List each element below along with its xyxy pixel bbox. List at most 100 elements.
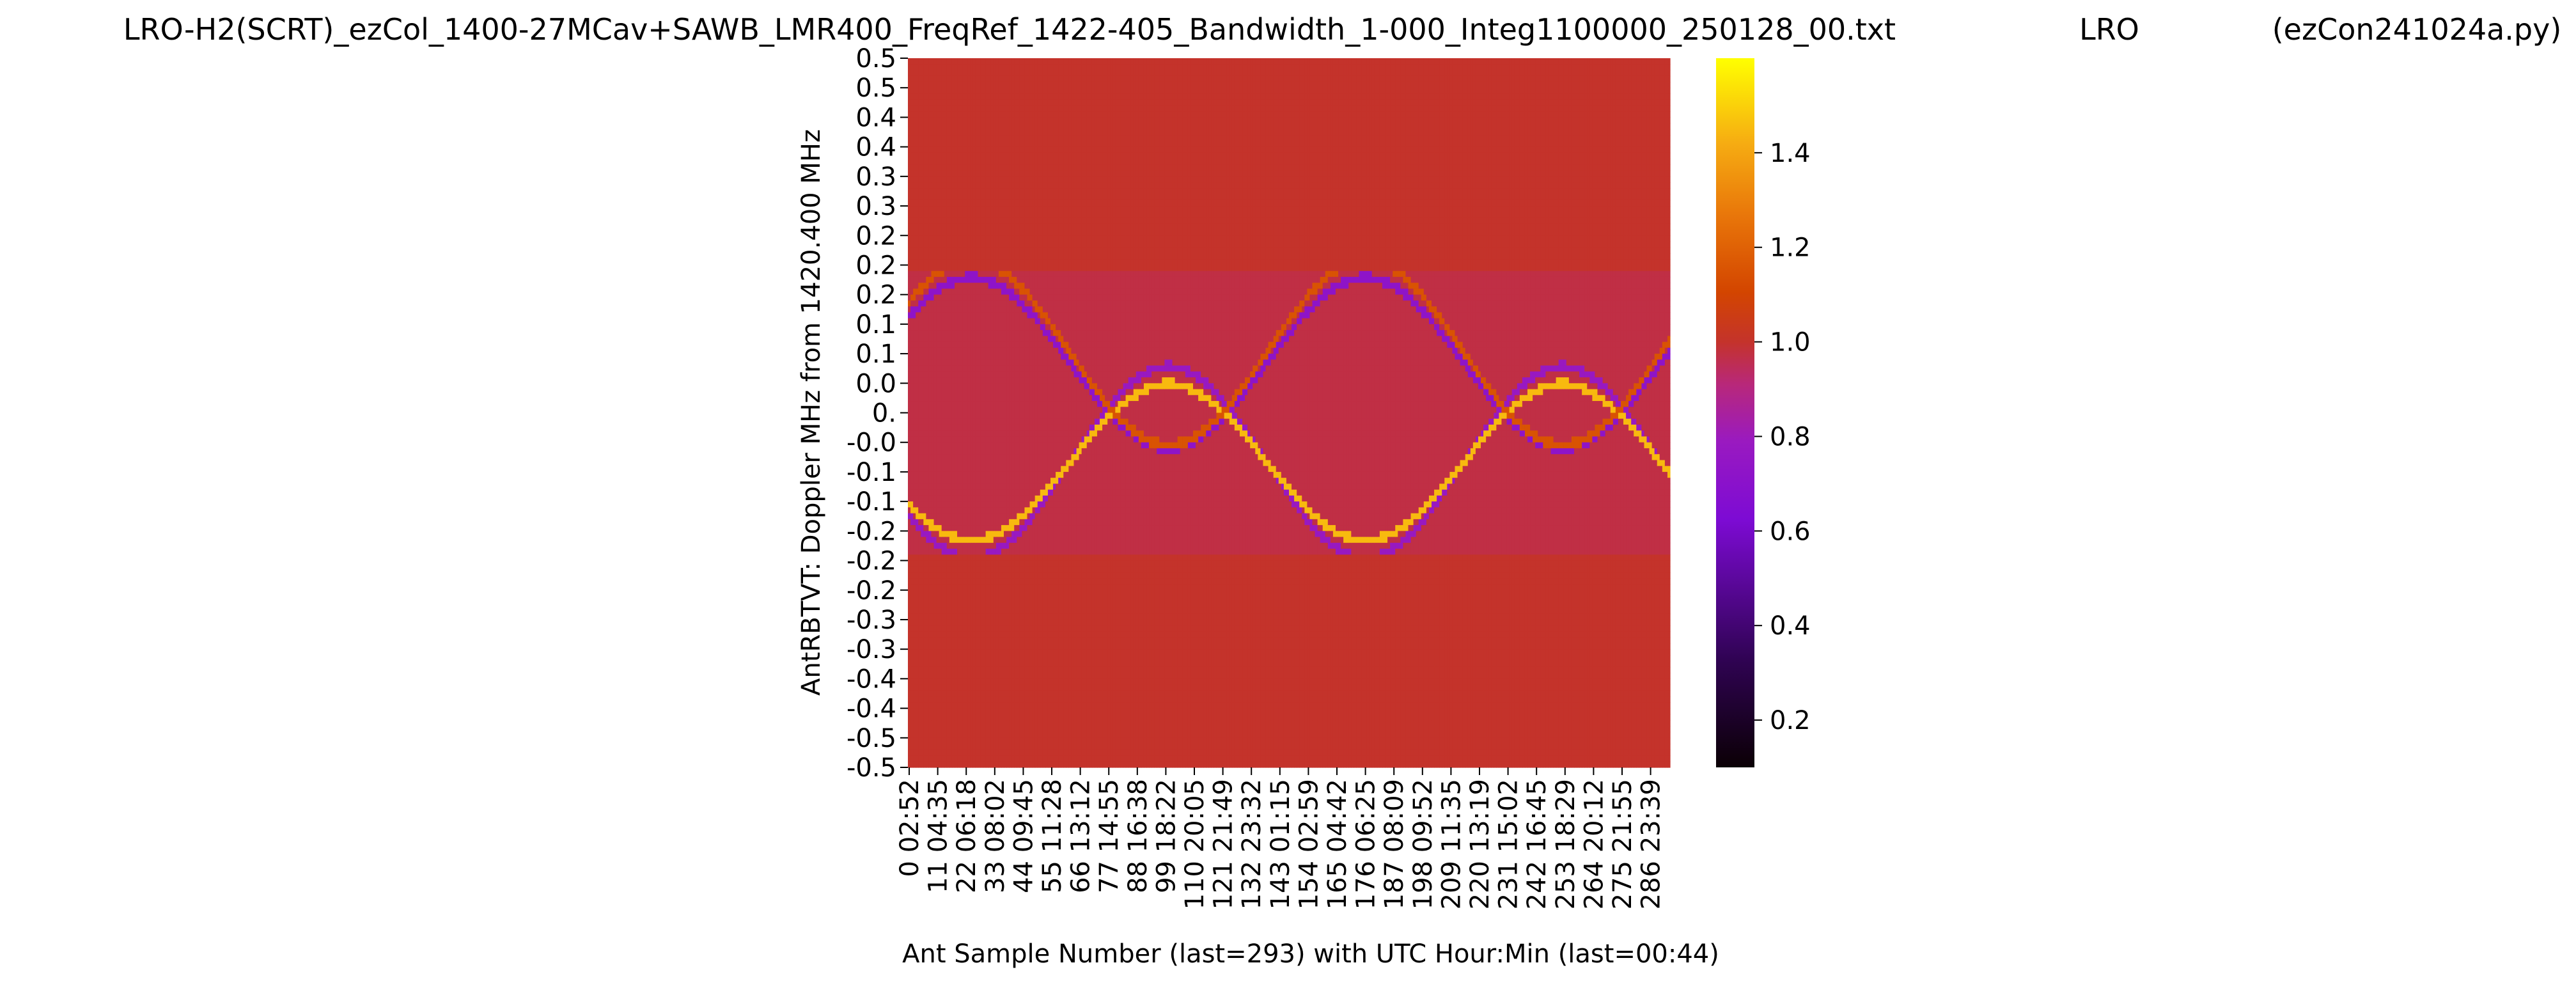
heatmap-cell bbox=[949, 454, 953, 460]
heatmap-cell bbox=[910, 614, 914, 620]
heatmap-cell bbox=[931, 501, 934, 508]
heatmap-cell bbox=[957, 709, 960, 715]
heatmap-cell bbox=[921, 590, 924, 597]
heatmap-cell bbox=[916, 578, 919, 584]
heatmap-cell bbox=[967, 561, 971, 567]
heatmap-cell bbox=[913, 377, 916, 384]
heatmap-cell bbox=[970, 324, 973, 331]
heatmap-cell bbox=[910, 117, 914, 123]
heatmap-cell bbox=[942, 277, 945, 283]
heatmap-cell bbox=[926, 342, 929, 349]
heatmap-cell bbox=[952, 762, 955, 768]
heatmap-cell bbox=[965, 76, 968, 82]
heatmap-cell bbox=[949, 567, 953, 573]
heatmap-cell bbox=[949, 720, 953, 726]
heatmap-cell bbox=[908, 194, 911, 201]
heatmap-cell bbox=[960, 478, 963, 484]
heatmap-cell bbox=[910, 631, 914, 638]
heatmap-cell bbox=[970, 76, 973, 82]
heatmap-cell bbox=[910, 348, 914, 354]
heatmap-cell bbox=[928, 549, 932, 555]
heatmap-cell bbox=[955, 123, 958, 130]
heatmap-cell bbox=[918, 206, 921, 212]
heatmap-cell bbox=[913, 206, 916, 212]
heatmap-cell bbox=[975, 519, 978, 526]
heatmap-cell bbox=[947, 554, 950, 561]
heatmap-cell bbox=[965, 756, 968, 762]
heatmap-cell bbox=[921, 673, 924, 679]
heatmap-cell bbox=[926, 159, 929, 165]
heatmap-cell bbox=[926, 100, 929, 106]
heatmap-cell bbox=[955, 425, 958, 431]
heatmap-cell bbox=[918, 638, 921, 644]
heatmap-cell bbox=[965, 342, 968, 349]
heatmap-cell bbox=[972, 448, 976, 455]
heatmap-cell bbox=[921, 554, 924, 561]
heatmap-cell bbox=[921, 301, 924, 307]
heatmap-cell bbox=[926, 253, 929, 260]
heatmap-cell bbox=[944, 749, 948, 756]
heatmap-cell bbox=[944, 578, 948, 584]
heatmap-cell bbox=[939, 454, 942, 460]
heatmap-cell bbox=[923, 212, 926, 218]
heatmap-cell bbox=[937, 58, 940, 65]
heatmap-cell bbox=[937, 578, 940, 584]
heatmap-cell bbox=[949, 259, 953, 265]
heatmap-cell bbox=[910, 235, 914, 242]
heatmap-cell bbox=[947, 738, 950, 744]
heatmap-cell bbox=[960, 554, 963, 561]
heatmap-cell bbox=[952, 348, 955, 354]
heatmap-cell bbox=[952, 106, 955, 112]
heatmap-cell bbox=[908, 413, 911, 420]
heatmap-cell bbox=[908, 76, 911, 82]
heatmap-cell bbox=[918, 549, 921, 555]
heatmap-cell bbox=[962, 247, 965, 254]
heatmap-cell bbox=[928, 567, 932, 573]
heatmap-cell bbox=[937, 318, 940, 325]
heatmap-cell bbox=[952, 330, 955, 336]
heatmap-cell bbox=[939, 501, 942, 508]
heatmap-cell bbox=[942, 354, 945, 360]
heatmap-cell bbox=[947, 218, 950, 224]
heatmap-cell bbox=[916, 436, 919, 443]
heatmap-cell bbox=[975, 537, 978, 544]
heatmap-cell bbox=[960, 685, 963, 691]
heatmap-cell bbox=[910, 537, 914, 544]
heatmap-cell bbox=[960, 253, 963, 260]
heatmap-cell bbox=[962, 567, 965, 573]
heatmap-cell bbox=[918, 643, 921, 650]
heatmap-cell bbox=[970, 230, 973, 236]
heatmap-cell bbox=[955, 413, 958, 420]
heatmap-cell bbox=[934, 608, 937, 614]
heatmap-cell bbox=[949, 383, 953, 389]
heatmap-cell bbox=[926, 685, 929, 691]
heatmap-cell bbox=[926, 554, 929, 561]
heatmap-cell bbox=[916, 141, 919, 147]
heatmap-cell bbox=[939, 359, 942, 366]
heatmap-cell bbox=[960, 443, 963, 449]
heatmap-cell bbox=[960, 430, 963, 437]
heatmap-cell bbox=[942, 295, 945, 301]
heatmap-cell bbox=[934, 342, 937, 349]
heatmap-cell bbox=[910, 159, 914, 165]
heatmap-cell bbox=[934, 230, 937, 236]
heatmap-cell bbox=[937, 514, 940, 520]
heatmap-cell bbox=[913, 696, 916, 703]
heatmap-cell bbox=[923, 58, 926, 65]
heatmap-cell bbox=[939, 147, 942, 153]
heatmap-cell bbox=[970, 111, 973, 118]
heatmap-cell bbox=[955, 324, 958, 331]
heatmap-cell bbox=[923, 460, 926, 466]
heatmap-cell bbox=[921, 714, 924, 721]
heatmap-cell bbox=[962, 685, 965, 691]
heatmap-cell bbox=[972, 472, 976, 478]
heatmap-cell bbox=[949, 501, 953, 508]
heatmap-cell bbox=[913, 348, 916, 354]
heatmap-cell bbox=[928, 389, 932, 396]
heatmap-cell bbox=[923, 265, 926, 271]
heatmap-cell bbox=[972, 519, 976, 526]
heatmap-cell bbox=[934, 514, 937, 520]
heatmap-cell bbox=[965, 531, 968, 537]
heatmap-cell bbox=[939, 643, 942, 650]
heatmap-cell bbox=[931, 176, 934, 183]
